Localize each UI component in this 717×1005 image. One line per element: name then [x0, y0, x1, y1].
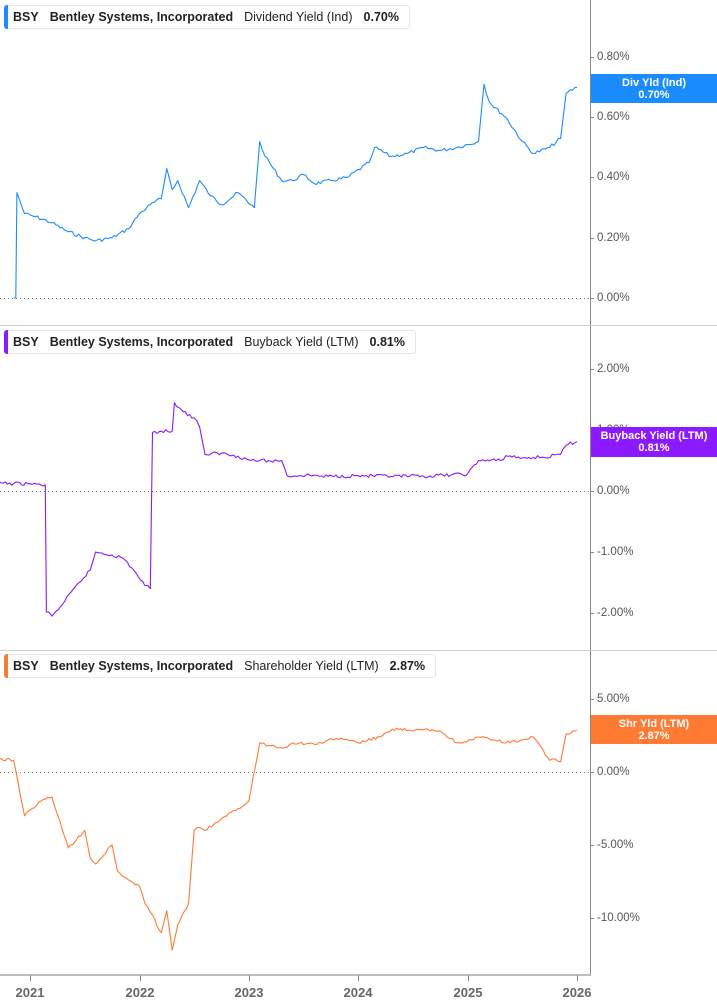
x-axis-line: [0, 974, 591, 976]
current-value-tag-dividend: Div Yld (Ind) 0.70%: [591, 74, 717, 103]
series-color-swatch: [4, 330, 8, 354]
y-tick-label: 2.00%: [591, 363, 630, 375]
y-axis-line-panel-1: [590, 0, 591, 325]
legend-ticker: BSY: [13, 10, 39, 24]
tag-value: 0.70%: [638, 89, 670, 101]
x-tick: [249, 975, 250, 981]
series-line-dividend: [13, 83, 578, 299]
tag-label: Div Yld (Ind): [622, 77, 686, 89]
legend-ticker: BSY: [13, 335, 39, 349]
tag-label: Shr Yld (LTM): [618, 718, 690, 730]
x-tick: [30, 975, 31, 981]
series-line-shareholder: [0, 727, 578, 951]
series-color-swatch: [4, 654, 8, 678]
legend-shareholder-yield[interactable]: BSY Bentley Systems, Incorporated Shareh…: [4, 654, 437, 678]
x-tick-label: 2021: [15, 985, 45, 1000]
x-tick-label: 2026: [562, 985, 592, 1000]
y-axis-line-panel-2: [590, 326, 591, 650]
legend-value: 0.70%: [363, 10, 399, 24]
y-tick-label: -5.00%: [590, 839, 634, 851]
legend-ticker: BSY: [13, 659, 39, 673]
series-color-swatch: [4, 5, 8, 29]
tag-value: 2.87%: [638, 730, 670, 742]
legend-buyback-yield[interactable]: BSY Bentley Systems, Incorporated Buybac…: [4, 330, 416, 354]
y-tick-label: 0.00%: [591, 485, 630, 497]
x-tick-label: 2024: [343, 985, 373, 1000]
tag-value: 0.81%: [638, 442, 670, 454]
y-tick-label: -1.00%: [590, 546, 634, 558]
x-tick: [577, 975, 578, 981]
legend-company: Bentley Systems, Incorporated: [49, 335, 234, 349]
panel-separator-2: [0, 650, 717, 651]
series-line-buyback: [0, 402, 578, 617]
x-tick: [468, 975, 469, 981]
legend-company: Bentley Systems, Incorporated: [49, 659, 234, 673]
y-tick-label: 0.00%: [591, 292, 630, 304]
x-tick-label: 2022: [125, 985, 155, 1000]
legend-company: Bentley Systems, Incorporated: [49, 10, 234, 24]
legend-metric: Dividend Yield (Ind): [244, 10, 353, 24]
y-tick-label: 0.80%: [591, 51, 630, 63]
legend-dividend-yield[interactable]: BSY Bentley Systems, Incorporated Divide…: [4, 5, 410, 29]
legend-value: 0.81%: [369, 335, 405, 349]
legend-value: 2.87%: [389, 659, 426, 673]
legend-metric: Shareholder Yield (LTM): [244, 659, 379, 673]
legend-metric: Buyback Yield (LTM): [244, 335, 359, 349]
x-tick: [358, 975, 359, 981]
y-tick-label: 0.00%: [591, 766, 630, 778]
x-tick-label: 2025: [453, 985, 483, 1000]
y-tick-label: 0.40%: [591, 171, 630, 183]
y-axis-line-panel-3: [590, 651, 591, 975]
y-tick-label: -10.00%: [591, 912, 640, 924]
current-value-tag-shareholder: Shr Yld (LTM) 2.87%: [591, 715, 717, 744]
x-tick-label: 2023: [234, 985, 264, 1000]
y-tick-label: -2.00%: [590, 607, 634, 619]
current-value-tag-buyback: Buyback Yield (LTM) 0.81%: [591, 427, 717, 457]
y-tick-label: 0.60%: [591, 111, 630, 123]
y-tick-label: 0.20%: [591, 232, 630, 244]
x-tick: [140, 975, 141, 981]
panel-separator-1: [0, 325, 717, 326]
y-tick-label: 5.00%: [591, 693, 630, 705]
tag-label: Buyback Yield (LTM): [600, 430, 708, 442]
